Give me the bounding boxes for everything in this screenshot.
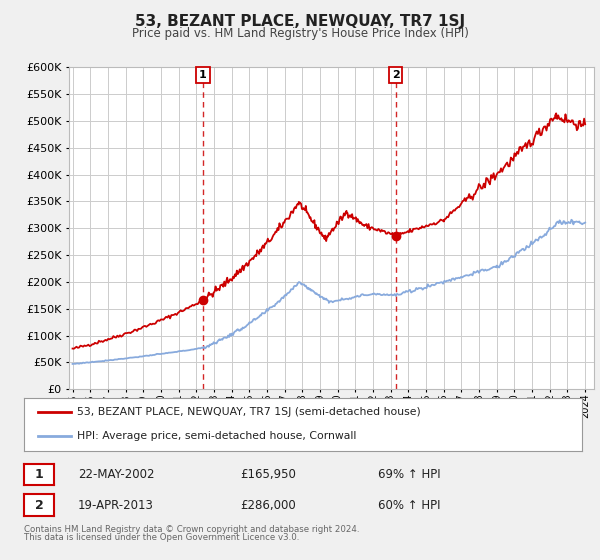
Text: Price paid vs. HM Land Registry's House Price Index (HPI): Price paid vs. HM Land Registry's House … xyxy=(131,27,469,40)
Text: £286,000: £286,000 xyxy=(240,498,296,512)
Text: £165,950: £165,950 xyxy=(240,468,296,481)
Text: 53, BEZANT PLACE, NEWQUAY, TR7 1SJ (semi-detached house): 53, BEZANT PLACE, NEWQUAY, TR7 1SJ (semi… xyxy=(77,408,421,418)
Text: This data is licensed under the Open Government Licence v3.0.: This data is licensed under the Open Gov… xyxy=(24,533,299,542)
Text: 1: 1 xyxy=(35,468,43,481)
Text: HPI: Average price, semi-detached house, Cornwall: HPI: Average price, semi-detached house,… xyxy=(77,431,356,441)
Text: 1: 1 xyxy=(199,70,207,80)
Text: 60% ↑ HPI: 60% ↑ HPI xyxy=(378,498,440,512)
Text: 2: 2 xyxy=(35,498,43,512)
Text: 22-MAY-2002: 22-MAY-2002 xyxy=(78,468,155,481)
Text: 2: 2 xyxy=(392,70,400,80)
Text: 19-APR-2013: 19-APR-2013 xyxy=(78,498,154,512)
Text: 69% ↑ HPI: 69% ↑ HPI xyxy=(378,468,440,481)
Text: Contains HM Land Registry data © Crown copyright and database right 2024.: Contains HM Land Registry data © Crown c… xyxy=(24,525,359,534)
Text: 53, BEZANT PLACE, NEWQUAY, TR7 1SJ: 53, BEZANT PLACE, NEWQUAY, TR7 1SJ xyxy=(135,14,465,29)
